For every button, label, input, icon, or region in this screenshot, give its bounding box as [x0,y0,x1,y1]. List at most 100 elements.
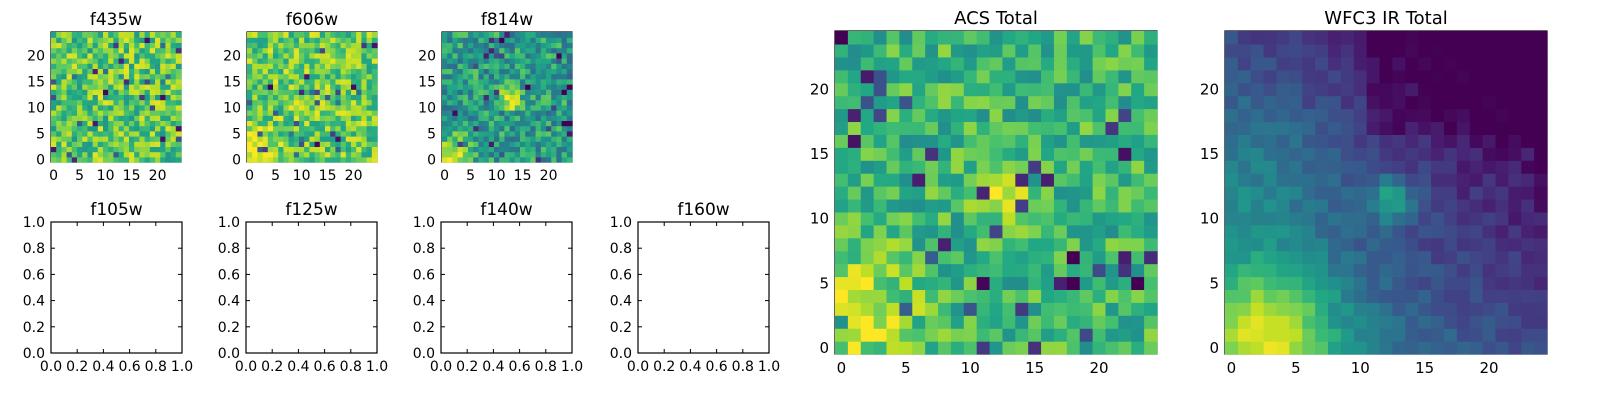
heatmap-cell [299,32,305,38]
heatmap-cells [51,32,182,163]
heatmap-cell [1041,263,1055,278]
heatmap-cell [499,89,505,95]
heatmap-cell [1105,43,1119,58]
heatmap-cell [1079,289,1094,303]
heatmap-cell [366,37,373,43]
heatmap-cell [51,115,57,121]
heatmap-cell [540,78,547,85]
heatmap-cell [938,302,952,316]
heatmap-cell [488,99,495,106]
heatmap-cell [1131,237,1145,252]
heatmap-cell [499,110,505,116]
heatmap-cell [366,32,373,38]
heatmap-cell [925,82,939,97]
heatmap-cell [1379,224,1394,239]
heatmap-cell [351,110,357,116]
heatmap-cell [494,94,500,101]
heatmap-cell [149,84,156,90]
heatmap-cell [886,160,900,174]
heatmap-cell [262,52,269,59]
heatmap-cell [1379,82,1394,97]
heatmap-cell [525,63,531,69]
heatmap-cell [56,32,62,38]
heatmap-cell [1366,108,1381,123]
x-tick-label: 0.8 [535,359,557,375]
heatmap-cell [71,68,78,75]
heatmap-cell [319,120,326,127]
heatmap-cell [546,78,552,85]
heatmap-cell [330,84,336,90]
heatmap-cell [551,104,557,111]
heatmap-cell [345,130,352,137]
heatmap-cell [1237,276,1252,290]
heatmap-cell [899,56,913,71]
heatmap-cell [293,130,300,137]
heatmap-cell [514,42,521,49]
heatmap-cell [371,58,378,64]
heatmap-cell [566,78,573,85]
heatmap-cell [1353,289,1368,303]
heatmap-cell [1328,134,1342,148]
heatmap-cell [976,31,991,45]
heatmap-cell [340,94,347,101]
heatmap-cell [938,147,952,161]
heatmap-cell [1041,147,1055,161]
heatmap-cell [1521,147,1535,161]
heatmap-cell [113,89,120,95]
x-tick-label: 0.4 [482,359,504,375]
heatmap-cell [1053,263,1068,278]
heatmap-cell [1302,276,1316,290]
heatmap-cell [514,37,521,43]
heatmap-cell [165,104,172,111]
heatmap-cell [468,130,474,137]
heatmap-cell [56,42,62,49]
heatmap-cell [509,52,516,59]
heatmap-cell [314,120,321,127]
heatmap-cell [452,104,459,111]
heatmap-cell [462,115,469,121]
heatmap-cell [860,250,875,265]
heatmap-cell [1028,224,1042,239]
heatmap-cell [452,63,459,69]
heatmap-cell [361,136,368,142]
heatmap-cell [499,94,505,101]
heatmap-cell [278,63,284,69]
heatmap-cell [525,73,531,80]
heatmap-cell [938,95,952,110]
heatmap-cell [561,73,568,80]
heatmap-cell [1028,276,1042,290]
heatmap-cell [82,47,88,54]
heatmap-cell [1302,224,1316,239]
heatmap-cell [535,146,542,153]
heatmap-cell [835,211,849,226]
heatmap-cell [278,104,284,111]
heatmap-cell [1289,147,1303,161]
heatmap-cell [61,52,68,59]
heatmap-cell [87,99,94,106]
heatmap-cell [1289,43,1303,58]
heatmap-cell [1105,276,1119,290]
heatmap-cell [899,263,913,278]
y-tick-label: 0.0 [610,346,632,362]
heatmap-cell [1276,263,1290,278]
heatmap-cell [1105,289,1119,303]
heatmap-cell [1353,198,1368,213]
heatmap-cell [1079,95,1094,110]
heatmap-cell [1443,328,1458,342]
heatmap-cell [144,94,151,101]
heatmap-cell [108,115,114,121]
heatmap-cell [1456,315,1471,329]
x-tick-label: 0.6 [508,359,530,375]
heatmap-cell [1237,341,1252,355]
heatmap-cell [97,141,104,147]
heatmap-cell [509,146,516,153]
heatmap-cell [468,68,474,75]
heatmap-cell [1482,315,1497,329]
heatmap-cell [499,78,505,85]
heatmap-cell [912,250,926,265]
heatmap-cell [473,120,479,127]
heatmap-cell [1315,31,1329,45]
heatmap-cell [252,125,258,132]
heatmap-cell [1431,121,1445,135]
heatmap-cell [1328,147,1342,161]
